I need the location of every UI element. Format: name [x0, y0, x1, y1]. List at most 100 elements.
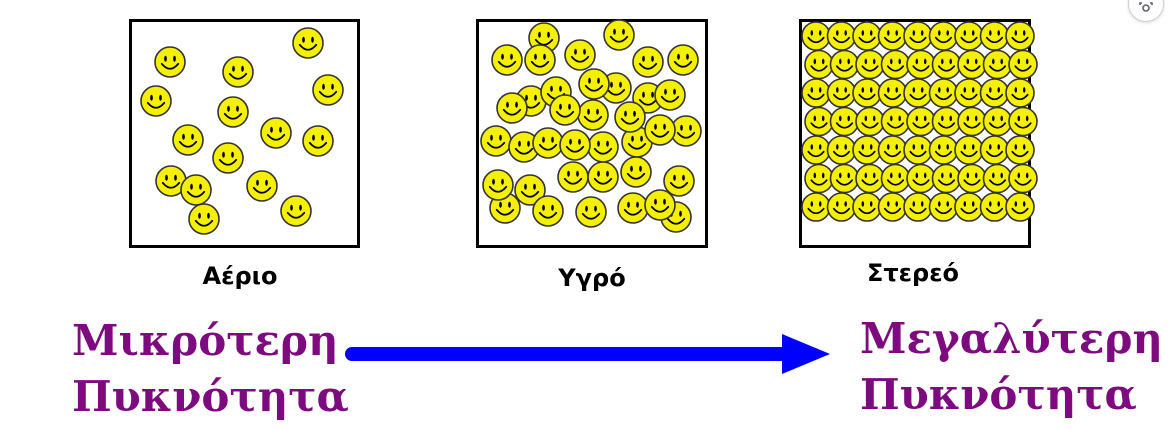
- smiley-face-icon: [804, 163, 834, 194]
- smiley-face-icon: [302, 125, 334, 157]
- smiley-face-icon: [587, 161, 619, 193]
- smiley-face-icon: [564, 39, 596, 71]
- smiley-face-icon: [826, 78, 857, 108]
- smiley-face-icon: [928, 192, 959, 222]
- smiley-face-icon: [982, 106, 1013, 137]
- smiley-face-icon: [928, 135, 959, 165]
- smiley-face-icon: [979, 78, 1010, 108]
- smiley-face-icon: [514, 174, 546, 206]
- smiley-face-icon: [617, 192, 649, 224]
- smiley-face-icon: [906, 106, 936, 137]
- lower-density-label: Μικρότερη Πυκνότητα: [72, 316, 349, 421]
- smiley-face-icon: [954, 78, 984, 108]
- smiley-face-icon: [632, 46, 664, 78]
- density-arrow: [345, 334, 830, 374]
- smiley-face-icon: [957, 163, 987, 194]
- smiley-face-icon: [180, 174, 212, 206]
- solid-container: [799, 19, 1038, 248]
- smiley-face-icon: [957, 49, 987, 80]
- liquid-particles: [480, 19, 702, 233]
- smiley-face-icon: [826, 192, 857, 222]
- smiley-face-icon: [557, 161, 589, 193]
- liquid-label: Υγρό: [557, 264, 625, 292]
- smiley-face-icon: [312, 74, 344, 106]
- smiley-face-icon: [1008, 106, 1038, 137]
- smiley-face-icon: [587, 131, 619, 163]
- smiley-face-icon: [1008, 163, 1038, 194]
- smiley-face-icon: [670, 115, 702, 147]
- smiley-face-icon: [260, 117, 292, 149]
- smiley-face-icon: [280, 195, 312, 227]
- smiley-face-icon: [140, 85, 172, 117]
- smiley-face-icon: [549, 94, 581, 126]
- smiley-face-icon: [957, 106, 987, 137]
- smiley-face-icon: [928, 21, 959, 51]
- smiley-face-icon: [906, 49, 936, 80]
- smiley-face-icon: [663, 165, 695, 197]
- smiley-face-icon: [1005, 135, 1035, 165]
- smiley-face-icon: [852, 135, 882, 165]
- smiley-face-icon: [496, 92, 528, 124]
- smiley-face-icon: [575, 196, 607, 228]
- smiley-face-icon: [532, 127, 564, 159]
- smiley-face-icon: [852, 21, 882, 51]
- smiley-face-icon: [620, 156, 652, 188]
- lens-icon: [1139, 2, 1153, 12]
- smiley-face-icon: [222, 56, 254, 88]
- smiley-face-icon: [801, 78, 831, 108]
- smiley-face-icon: [954, 135, 984, 165]
- smiley-face-icon: [880, 106, 911, 137]
- smiley-face-icon: [1008, 49, 1038, 80]
- smiley-face-icon: [532, 195, 564, 227]
- smiley-face-icon: [829, 106, 860, 137]
- smiley-face-icon: [1005, 21, 1035, 51]
- smiley-face-icon: [188, 203, 220, 235]
- higher-density-label: Μεγαλύτερη Πυκνότητα: [860, 314, 1163, 419]
- smiley-face-icon: [982, 49, 1013, 80]
- smiley-face-icon: [880, 49, 911, 80]
- smiley-face-icon: [931, 49, 962, 80]
- arrow-head: [782, 334, 830, 374]
- smiley-face-icon: [877, 78, 908, 108]
- smiley-face-icon: [292, 27, 324, 59]
- smiley-face-icon: [524, 44, 556, 76]
- smiley-face-icon: [801, 192, 831, 222]
- solid-particles: [801, 21, 1038, 222]
- smiley-face-icon: [906, 163, 936, 194]
- smiley-face-icon: [559, 129, 591, 161]
- smiley-face-icon: [852, 78, 882, 108]
- smiley-face-icon: [903, 21, 933, 51]
- smiley-face-icon: [928, 78, 959, 108]
- smiley-face-icon: [217, 96, 249, 128]
- smiley-face-icon: [855, 49, 885, 80]
- smiley-face-icon: [829, 163, 860, 194]
- smiley-face-icon: [880, 163, 911, 194]
- smiley-face-icon: [482, 169, 514, 201]
- smiley-face-icon: [877, 21, 908, 51]
- smiley-face-icon: [804, 106, 834, 137]
- smiley-face-icon: [826, 21, 857, 51]
- smiley-face-icon: [903, 135, 933, 165]
- lower-density-line-1: Μικρότερη: [72, 316, 339, 365]
- smiley-face-icon: [801, 135, 831, 165]
- smiley-face-icon: [979, 135, 1010, 165]
- smiley-face-icon: [877, 192, 908, 222]
- smiley-face-icon: [826, 135, 857, 165]
- higher-density-line-1: Μεγαλύτερη: [860, 314, 1163, 363]
- smiley-face-icon: [979, 21, 1010, 51]
- smiley-face-icon: [654, 79, 686, 111]
- smiley-face-icon: [877, 135, 908, 165]
- smiley-face-icon: [644, 189, 676, 221]
- smiley-face-icon: [954, 21, 984, 51]
- smiley-face-icon: [212, 142, 244, 174]
- smiley-face-icon: [931, 106, 962, 137]
- smiley-face-icon: [480, 125, 512, 157]
- smiley-face-icon: [804, 49, 834, 80]
- smiley-face-icon: [801, 21, 831, 51]
- lower-density-line-2: Πυκνότητα: [72, 372, 349, 421]
- lens-button[interactable]: [1128, 0, 1164, 22]
- solid-label: Στερεό: [867, 259, 959, 287]
- smiley-face-icon: [577, 99, 609, 131]
- smiley-face-icon: [852, 192, 882, 222]
